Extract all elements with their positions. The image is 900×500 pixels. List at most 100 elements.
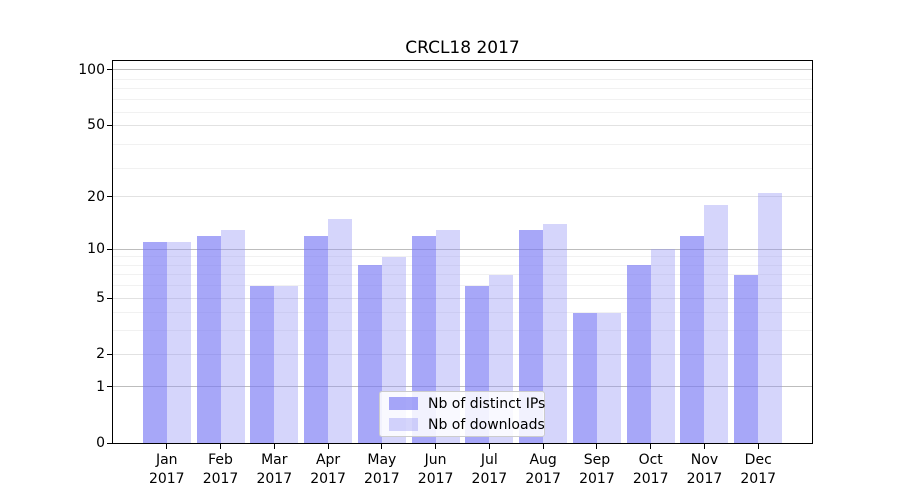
bar-ips-feb <box>196 235 221 443</box>
y-tick-label: 0 <box>96 435 105 451</box>
x-tick-month: May <box>367 452 397 468</box>
x-tick-year: 2017 <box>417 471 454 487</box>
bar-ips-jan <box>142 242 167 443</box>
bar-ips-dec <box>734 274 759 443</box>
x-tick-year: 2017 <box>740 471 777 487</box>
x-tick-year: 2017 <box>471 471 508 487</box>
legend-swatch-downloads <box>389 418 418 431</box>
legend-label: Nb of downloads <box>428 416 545 433</box>
legend-entry: Nb of distinct IPs <box>389 395 546 413</box>
x-tick-month: Nov <box>690 452 719 468</box>
x-tick <box>166 444 168 449</box>
minor-gridline <box>113 285 812 287</box>
bar-downloads-apr <box>328 218 353 443</box>
x-tick-label-dec: Dec 2017 <box>726 451 790 489</box>
x-tick-month: Mar <box>261 452 288 468</box>
x-tick-label-aug: Aug 2017 <box>511 451 575 489</box>
minor-gridline <box>113 78 812 80</box>
minor-gridline <box>113 144 812 146</box>
y-tick-label: 5 <box>96 290 105 307</box>
y-tick <box>107 442 112 444</box>
x-tick-month: Sep <box>583 452 611 468</box>
x-tick-label-jun: Jun 2017 <box>404 451 468 489</box>
x-tick-month: Jun <box>424 452 447 468</box>
bar-downloads-feb <box>220 229 245 443</box>
x-tick-month: Aug <box>529 452 557 468</box>
minor-gridline <box>113 256 812 258</box>
gridline-2 <box>113 353 812 355</box>
y-tick-label: 20 <box>87 188 105 205</box>
y-tick <box>107 386 112 388</box>
y-tick-label: 100 <box>78 61 105 78</box>
bar-ips-mar <box>250 285 275 443</box>
gridline-5 <box>113 297 812 299</box>
bar-downloads-jan <box>166 242 191 443</box>
x-tick <box>381 444 383 449</box>
x-tick-year: 2017 <box>202 471 239 487</box>
y-tick <box>107 124 112 126</box>
gridline-10 <box>113 248 812 250</box>
y-tick <box>107 69 112 71</box>
x-tick-label-may: May 2017 <box>350 451 414 489</box>
x-tick-month: Oct <box>638 452 663 468</box>
y-tick-label: 2 <box>96 346 105 363</box>
bar-ips-may <box>357 265 382 443</box>
x-tick <box>757 444 759 449</box>
x-tick <box>488 444 490 449</box>
x-tick-label-nov: Nov 2017 <box>672 451 736 489</box>
x-tick <box>542 444 544 449</box>
legend-swatch-ips <box>389 397 418 410</box>
gridline-100 <box>113 69 812 71</box>
x-tick-year: 2017 <box>148 471 185 487</box>
x-tick <box>596 444 598 449</box>
x-tick-year: 2017 <box>525 471 561 487</box>
x-tick <box>273 444 275 449</box>
x-tick-label-jan: Jan 2017 <box>135 451 199 489</box>
x-tick-label-apr: Apr 2017 <box>296 451 360 489</box>
y-tick <box>107 196 112 198</box>
bar-downloads-oct <box>650 249 675 443</box>
x-tick-year: 2017 <box>310 471 346 487</box>
gridline-50 <box>113 124 812 126</box>
x-tick-year: 2017 <box>256 471 293 487</box>
x-tick-month: Feb <box>208 452 233 468</box>
y-tick <box>107 353 112 355</box>
minor-gridline <box>113 274 812 276</box>
x-tick-year: 2017 <box>686 471 723 487</box>
x-tick-label-sep: Sep 2017 <box>565 451 629 489</box>
legend-label: Nb of distinct IPs <box>428 395 546 412</box>
bar-ips-nov <box>680 235 705 443</box>
bar-downloads-nov <box>704 205 729 443</box>
x-tick-label-jul: Jul 2017 <box>457 451 521 489</box>
bar-downloads-dec <box>758 193 783 443</box>
bar-ips-apr <box>304 235 329 443</box>
x-tick <box>703 444 705 449</box>
x-tick-label-oct: Oct 2017 <box>619 451 683 489</box>
x-tick-month: Jan <box>155 452 178 468</box>
x-tick-label-mar: Mar 2017 <box>242 451 306 489</box>
y-tick-label: 10 <box>87 241 105 258</box>
y-tick <box>107 248 112 250</box>
bar-ips-oct <box>626 265 651 443</box>
bar-downloads-sep <box>596 312 621 443</box>
bar-downloads-aug <box>543 224 568 443</box>
x-tick <box>327 444 329 449</box>
minor-gridline <box>113 88 812 90</box>
plot-area <box>112 60 813 444</box>
minor-gridline <box>113 111 812 113</box>
x-tick-year: 2017 <box>364 471 400 487</box>
x-tick-year: 2017 <box>632 471 669 487</box>
chart-title: CRCL18 2017 <box>405 38 520 58</box>
gridline-1 <box>113 386 812 388</box>
minor-gridline <box>113 167 812 169</box>
x-tick <box>650 444 652 449</box>
x-tick-month: Dec <box>744 452 772 468</box>
y-tick-label: 1 <box>96 378 105 395</box>
minor-gridline <box>113 264 812 266</box>
x-tick-year: 2017 <box>579 471 615 487</box>
x-tick-month: Jul <box>480 452 498 468</box>
x-tick-month: Apr <box>315 452 341 468</box>
y-tick <box>107 297 112 299</box>
legend: Nb of distinct IPs Nb of downloads <box>379 391 545 437</box>
